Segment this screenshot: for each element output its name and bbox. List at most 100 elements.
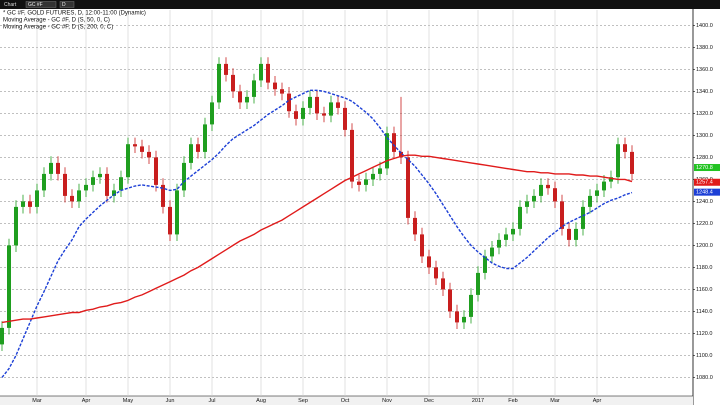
price-label-box [694,178,720,186]
candle-body [147,151,151,158]
candle-body [602,181,606,191]
candle-body [14,206,18,246]
y-tick-label: 1340.0 [696,89,713,95]
candle-body [28,201,32,207]
y-tick-label: 1380.0 [696,45,713,51]
price-label: 1257.4 [696,180,713,186]
x-tick-label: Apr [82,398,91,404]
price-label: 1248.4 [696,190,713,196]
candle-body [182,162,186,191]
y-tick-label: 1280.0 [696,155,713,161]
candle-body [42,173,46,191]
candle-body [399,151,403,158]
chart-title: * GC #F, GOLD FUTURES, D, 12:00-11:00 (D… [3,11,146,17]
candle-body [511,228,515,235]
candle-body [49,162,53,174]
candle-body [315,96,319,114]
candle-body [0,327,4,345]
price-axis [693,9,720,405]
candle-body [574,228,578,240]
candle-body [175,190,179,235]
candle-body [560,201,564,229]
y-tick-label: 1400.0 [696,23,713,29]
y-tick-label: 1320.0 [696,111,713,117]
x-tick-label: Dec [424,398,434,404]
x-tick-label: Mar [550,398,560,404]
candle-body [567,228,571,240]
y-tick-label: 1080.0 [696,375,713,381]
x-tick-label: Nov [382,398,392,404]
candle-body [231,74,235,92]
candle-body [420,234,424,257]
candle-body [245,96,249,103]
candle-body [196,144,200,152]
candle-body [483,256,487,273]
candle-body [630,151,634,174]
symbol-text: GC #F [28,2,43,8]
candle-body [7,245,11,328]
symbol-input[interactable] [25,1,57,8]
candle-body [280,89,284,94]
legend-entry: Moving Average - GC #F, D (S, 50, 0, C) [3,18,110,24]
candle-body [266,63,270,83]
candle-body [364,179,368,185]
candle-body [63,173,67,196]
candle-body [553,188,557,202]
candle-body [91,177,95,185]
candle-body [469,294,473,317]
candle-body [609,177,613,182]
moving-average-line [1,154,633,324]
candle-body [133,144,137,147]
candle-body [210,102,214,125]
toolbar-label: Chart [4,2,17,8]
candle-body [294,111,298,119]
candle-body [322,113,326,116]
candle-body [168,206,172,235]
candle-body [406,157,410,218]
candle-body [357,181,361,185]
candle-body [350,129,354,182]
y-tick-label: 1140.0 [696,309,712,315]
y-tick-label: 1360.0 [696,67,713,73]
price-label-box [694,164,720,172]
candle-body [448,289,452,312]
candle-body [616,144,620,178]
candle-body [119,177,123,191]
candle-body [126,144,130,178]
x-tick-label: Jul [208,398,215,404]
y-tick-label: 1100.0 [696,353,712,359]
candle-body [140,146,144,152]
y-tick-label: 1220.0 [696,221,713,227]
legend-entry: Moving Average - GC #F, D (S, 200, 0, C) [3,25,113,31]
candle-body [434,267,438,279]
candle-body [546,184,550,189]
candle-body [154,157,158,185]
candle-body [273,82,277,90]
x-tick-label: Jun [166,398,175,404]
candle-body [287,93,291,112]
candle-body [476,272,480,295]
y-tick-label: 1120.0 [696,331,712,337]
candle-body [161,184,165,207]
y-tick-label: 1160.0 [696,287,712,293]
toolbar [0,0,720,9]
candle-body [385,133,389,169]
candle-body [504,234,508,240]
candle-body [77,190,81,202]
candle-body [105,173,109,196]
time-axis [0,396,693,405]
interval-input[interactable] [59,1,75,8]
x-tick-label: Oct [341,398,350,404]
candle-body [259,63,263,81]
candle-body [413,217,417,235]
candle-body [518,206,522,229]
candle-body [525,201,529,207]
candle-body [497,239,501,248]
candle-body [21,201,25,207]
candle-body [301,107,305,119]
candle-body [343,107,347,130]
candle-body [539,184,543,196]
candle-body [588,195,592,207]
candle-body [595,190,599,196]
price-label: 1270.8 [696,165,713,171]
